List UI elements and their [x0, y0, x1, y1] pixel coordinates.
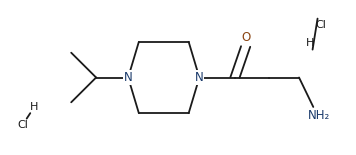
Text: O: O: [241, 31, 250, 44]
Text: H: H: [305, 38, 314, 48]
Text: N: N: [195, 71, 204, 84]
Text: NH₂: NH₂: [308, 109, 330, 122]
Text: Cl: Cl: [18, 120, 28, 130]
Text: H: H: [30, 102, 38, 112]
Text: N: N: [124, 71, 132, 84]
Text: Cl: Cl: [315, 20, 326, 30]
